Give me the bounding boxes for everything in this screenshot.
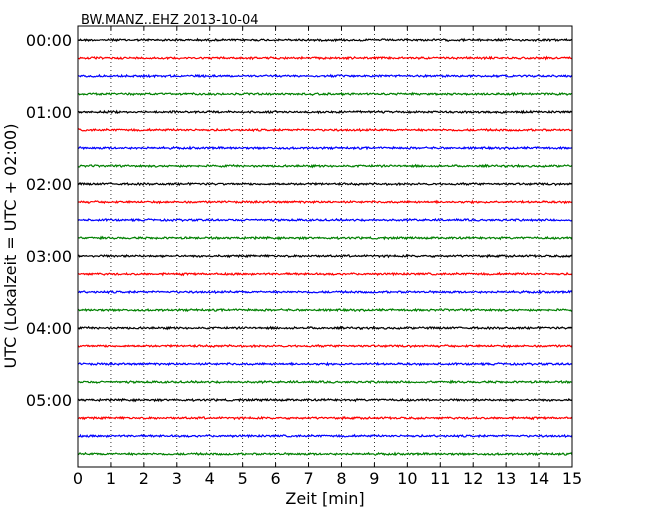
seismic-trace <box>77 343 573 349</box>
seismic-trace <box>77 91 573 97</box>
vertical-grid <box>110 26 540 467</box>
x-tick-label: 10 <box>397 469 417 488</box>
plot-frame <box>77 25 573 468</box>
x-tick-label: 11 <box>430 469 450 488</box>
x-axis: 0 1 2 3 4 5 6 7 8 9 10 11 12 13 14 15 <box>73 26 582 488</box>
x-tick-label: 14 <box>529 469 549 488</box>
seismic-trace <box>77 109 573 115</box>
x-axis-label: Zeit [min] <box>285 489 364 508</box>
seismic-trace <box>77 397 573 403</box>
seismic-trace <box>77 145 573 151</box>
y-tick-label: 02:00 <box>26 175 72 194</box>
y-tick-label: 03:00 <box>26 247 72 266</box>
x-tick-label: 12 <box>463 469 483 488</box>
trace-group <box>77 37 573 457</box>
seismic-trace <box>77 433 573 439</box>
x-tick-label: 15 <box>562 469 582 488</box>
seismic-trace <box>77 37 573 43</box>
seismic-trace <box>77 127 573 133</box>
x-tick-label: 5 <box>238 469 248 488</box>
seismic-trace <box>77 235 573 241</box>
x-tick-label: 3 <box>172 469 182 488</box>
x-tick-label: 1 <box>106 469 116 488</box>
y-tick-label: 01:00 <box>26 103 72 122</box>
seismic-trace <box>77 199 573 205</box>
seismic-trace <box>77 181 573 187</box>
x-tick-label: 13 <box>496 469 516 488</box>
x-tick-label: 2 <box>139 469 149 488</box>
y-axis-label: UTC (Lokalzeit = UTC + 02:00) <box>1 124 20 369</box>
y-tick-label: 00:00 <box>26 31 72 50</box>
x-tick-label: 9 <box>369 469 379 488</box>
seismic-trace <box>77 253 573 259</box>
seismic-trace <box>77 379 573 385</box>
seismic-trace <box>77 289 573 295</box>
x-tick-label: 0 <box>73 469 83 488</box>
seismic-trace <box>77 73 573 79</box>
chart-title: BW.MANZ..EHZ 2013-10-04 <box>81 13 259 28</box>
seismic-trace <box>77 451 573 457</box>
seismic-trace <box>77 55 573 61</box>
y-tick-label: 04:00 <box>26 319 72 338</box>
x-tick-label: 7 <box>303 469 313 488</box>
seismic-trace <box>77 163 573 169</box>
seismic-trace <box>77 271 573 277</box>
y-axis: 00:00 01:00 02:00 03:00 04:00 05:00 <box>26 31 572 410</box>
seismic-trace <box>77 325 572 331</box>
x-tick-label: 6 <box>271 469 281 488</box>
seismic-trace <box>77 307 573 313</box>
seismic-trace <box>77 415 573 421</box>
y-tick-label: 05:00 <box>26 391 72 410</box>
seismic-trace <box>77 217 573 223</box>
x-tick-label: 4 <box>205 469 215 488</box>
seismic-trace <box>77 361 573 367</box>
x-tick-label: 8 <box>336 469 346 488</box>
